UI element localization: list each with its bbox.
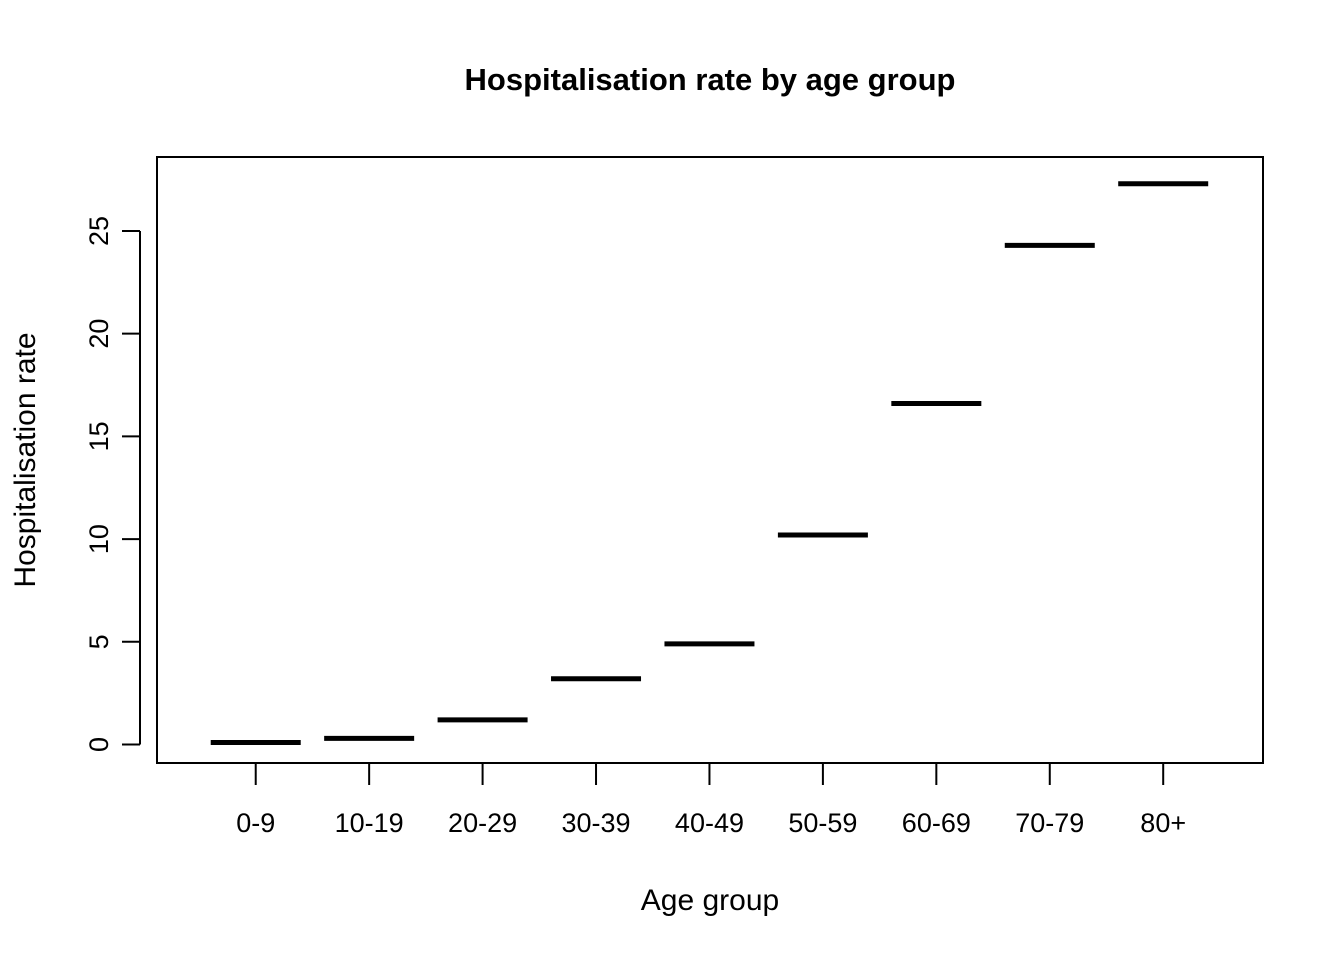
x-tick-label: 40-49 bbox=[675, 808, 744, 838]
x-tick-label: 10-19 bbox=[335, 808, 404, 838]
y-axis: 0 5 10 15 20 25 bbox=[84, 216, 141, 752]
x-tick-label: 70-79 bbox=[1015, 808, 1084, 838]
y-tick-label: 20 bbox=[84, 319, 114, 349]
x-tick-label: 30-39 bbox=[561, 808, 630, 838]
y-tick-label: 5 bbox=[84, 634, 114, 649]
y-tick-label: 15 bbox=[84, 421, 114, 451]
y-tick-label: 0 bbox=[84, 737, 114, 752]
x-tick-label: 0-9 bbox=[236, 808, 275, 838]
x-tick-label: 50-59 bbox=[788, 808, 857, 838]
data-marks bbox=[210, 181, 1209, 745]
x-tick-label: 60-69 bbox=[902, 808, 971, 838]
plot-frame bbox=[156, 156, 1264, 764]
x-axis-label: Age group bbox=[641, 884, 779, 917]
y-tick-label: 25 bbox=[84, 216, 114, 246]
y-axis-label: Hospitalisation rate bbox=[9, 332, 42, 587]
chart-title: Hospitalisation rate by age group bbox=[465, 62, 956, 97]
y-tick-label: 10 bbox=[84, 524, 114, 554]
x-tick-label: 80+ bbox=[1140, 808, 1186, 838]
x-axis: 0-9 10-19 20-29 30-39 40-49 50-59 60-69 70-79 80… bbox=[236, 762, 1186, 838]
x-tick-label: 20-29 bbox=[448, 808, 517, 838]
